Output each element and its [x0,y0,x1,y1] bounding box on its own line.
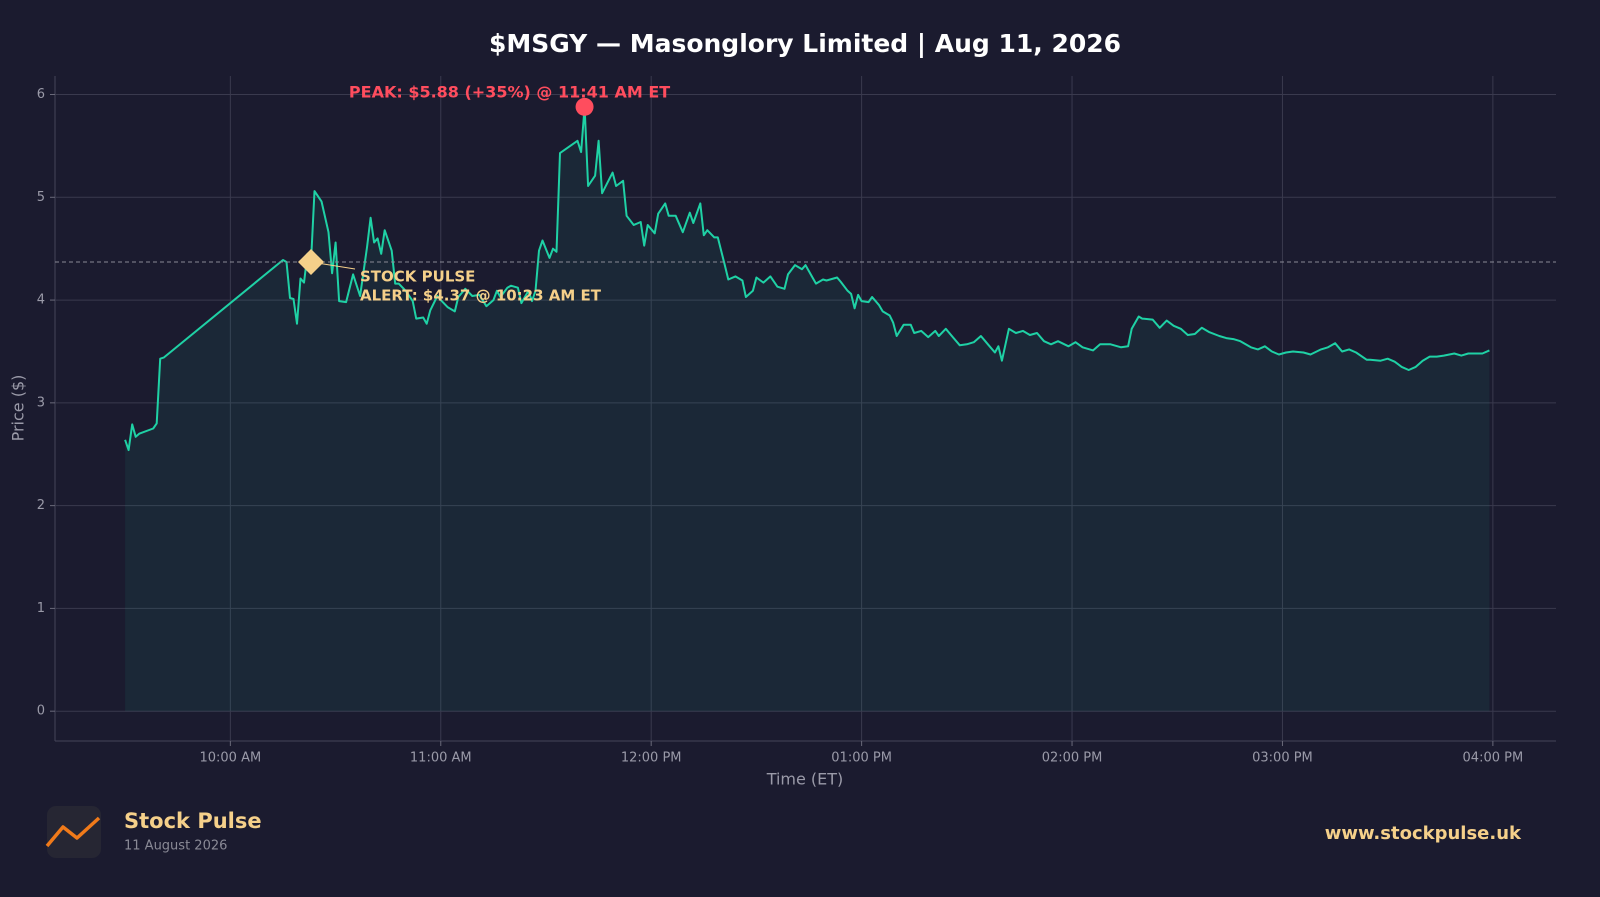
x-axis-label: Time (ET) [766,770,844,789]
y-tick-label: 3 [37,395,45,410]
logo [45,806,101,858]
chart-title: $MSGY — Masonglory Limited | Aug 11, 202… [489,29,1121,58]
price-line [124,105,1490,452]
y-tick-label: 0 [37,704,45,719]
area [125,106,1490,712]
brand-name: Stock Pulse [124,809,262,833]
website: www.stockpulse.uk [1325,823,1522,844]
peak-marker [575,97,594,116]
alert-label: ALERT: $4.37 @ 10:23 AM ET [360,287,602,305]
peak-label: PEAK: $5.88 (+35%) @ 11:41 AM ET [349,82,670,101]
y-tick-label: 1 [37,601,45,616]
x-tick-label: 11:00 AM [410,751,472,766]
y-tick-label: 4 [37,293,45,308]
x-tick-label: 01:00 PM [831,751,892,766]
x-tick-label: 04:00 PM [1463,751,1524,766]
y-axis-label: Price ($) [9,375,28,442]
x-tick-label: 10:00 AM [199,751,261,766]
brand-date: 11 August 2026 [124,839,227,854]
y-tick-label: 2 [37,498,45,513]
alert-marker [298,249,325,276]
y-tick-label: 5 [37,190,45,205]
x-tick-label: 12:00 PM [621,751,682,766]
y-tick-label: 6 [37,87,45,102]
x-tick-label: 02:00 PM [1042,751,1103,766]
alert-label: STOCK PULSE [360,268,475,286]
x-tick-label: 03:00 PM [1252,751,1313,766]
